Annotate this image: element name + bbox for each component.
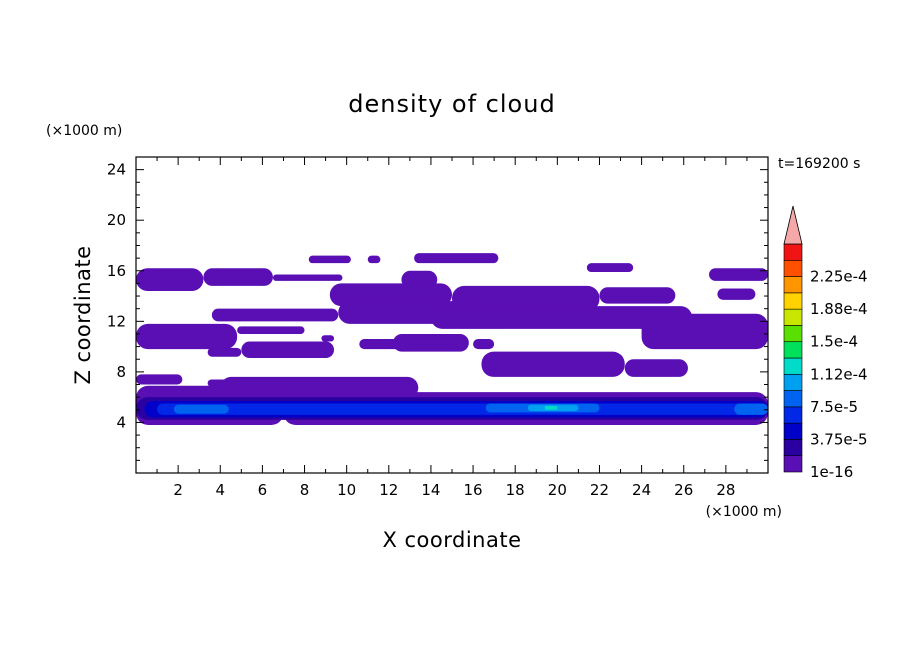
colorbar-swatch <box>783 406 803 424</box>
colorbar-overflow-triangle <box>783 205 803 245</box>
colorbar-label: 1.5e-4 <box>810 333 858 351</box>
x-tick-label: 4 <box>215 481 225 499</box>
colorbar-swatch <box>783 308 803 326</box>
cloud-region-level-0 <box>308 255 351 264</box>
colorbar-label: 3.75e-5 <box>810 430 868 448</box>
x-tick-label: 2 <box>173 481 183 499</box>
y-tick-label: 12 <box>107 312 126 330</box>
cloud-region-level-0 <box>599 287 676 304</box>
cloud-region-level-0 <box>359 339 402 350</box>
cloud-region-level-0 <box>211 308 339 322</box>
colorbar-swatch <box>783 243 803 261</box>
cloud-region-level-0 <box>481 351 625 377</box>
x-tick-label: 14 <box>421 481 440 499</box>
colorbar-swatch <box>783 292 803 310</box>
colorbar-label: 1.88e-4 <box>810 300 868 318</box>
x-tick-label: 8 <box>300 481 310 499</box>
cloud-region-level-4 <box>173 404 229 414</box>
y-tick-label: 16 <box>107 262 126 280</box>
colorbar-swatch <box>783 276 803 294</box>
colorbar-swatch <box>783 390 803 408</box>
cloud-region-level-0 <box>237 326 305 334</box>
colorbar-label: 7.5e-5 <box>810 398 858 416</box>
colorbar-swatch <box>783 422 803 440</box>
cloud-region-level-6 <box>544 406 558 410</box>
x-tick-label: 22 <box>590 481 609 499</box>
cloud-region-level-0 <box>586 263 634 273</box>
x-axis-label: X coordinate <box>382 528 521 552</box>
x-tick-label: 6 <box>258 481 268 499</box>
y-tick-label: 24 <box>107 161 126 179</box>
y-tick-label: 8 <box>116 363 126 381</box>
cloud-region-level-0 <box>329 283 452 307</box>
cloud-region-level-0 <box>272 274 343 281</box>
colorbar-swatch <box>783 439 803 457</box>
cloud-region-level-0 <box>473 339 495 350</box>
x-unit-label: (×1000 m) <box>706 504 782 520</box>
y-unit-label: (×1000 m) <box>46 123 122 139</box>
y-tick-label: 20 <box>107 211 126 229</box>
cloud-region-level-0 <box>393 333 469 352</box>
cloud-region-level-3 <box>157 403 760 415</box>
x-tick-label: 16 <box>464 481 483 499</box>
x-tick-label: 12 <box>379 481 398 499</box>
x-tick-label: 26 <box>674 481 693 499</box>
cloud-region-level-0 <box>321 335 335 342</box>
colorbar: 1e-16 3.75e-5 7.5e-5 1.12e-4 1.5e-4 1.88e-4 2.… <box>783 205 868 481</box>
cloud-region-level-0 <box>241 341 335 358</box>
cloud-region-level-0 <box>207 347 242 357</box>
cloud-region-level-0 <box>367 255 381 264</box>
cloud-region-level-0 <box>414 253 499 264</box>
colorbar-label: 2.25e-4 <box>810 268 868 286</box>
colorbar-swatch <box>783 455 803 473</box>
chart-title: density of cloud <box>348 90 555 118</box>
cloud-region-level-4 <box>734 403 768 415</box>
time-label: t=169200 s <box>778 156 860 172</box>
cloud-region-level-0 <box>203 268 273 286</box>
colorbar-swatch <box>783 341 803 359</box>
cloud-region-level-0 <box>452 285 600 312</box>
colorbar-label: 1.12e-4 <box>810 365 868 383</box>
x-tick-label: 18 <box>506 481 525 499</box>
cloud-contours <box>136 253 768 425</box>
y-axis-label: Z coordinate <box>71 245 95 384</box>
x-tick-label: 10 <box>337 481 356 499</box>
y-tick-label: 4 <box>116 413 126 431</box>
cloud-region-level-0 <box>136 268 204 291</box>
cloud-region-level-0 <box>624 359 688 377</box>
cloud-region-level-0 <box>430 306 693 329</box>
colorbar-swatch <box>783 259 803 277</box>
cloud-region-level-0 <box>709 268 768 281</box>
cloud-region-level-0 <box>717 288 756 300</box>
colorbar-swatch <box>783 373 803 391</box>
colorbar-swatch <box>783 325 803 343</box>
cloud-region-level-0 <box>136 323 238 350</box>
colorbar-swatch <box>783 357 803 375</box>
cloud-region-level-0 <box>136 374 183 385</box>
colorbar-label: 1e-16 <box>810 463 853 481</box>
x-tick-label: 28 <box>716 481 735 499</box>
cloud-region-level-0 <box>641 313 768 350</box>
x-tick-label: 24 <box>632 481 651 499</box>
x-tick-label: 20 <box>548 481 567 499</box>
